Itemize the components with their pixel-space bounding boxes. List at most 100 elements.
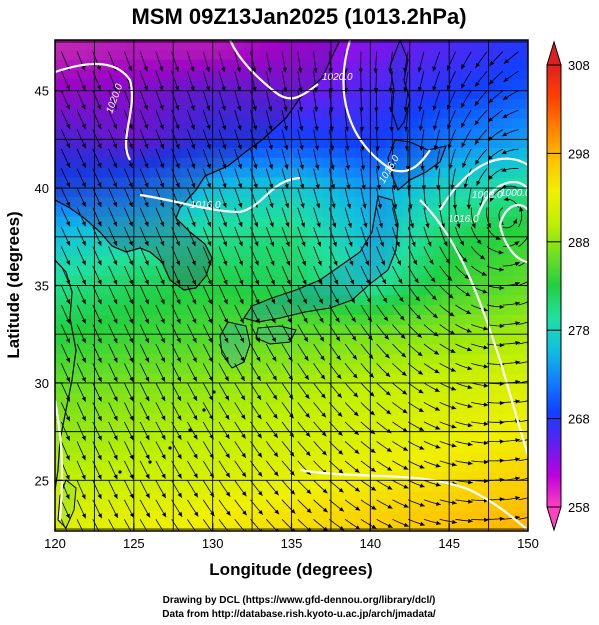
field-cell xyxy=(323,118,332,129)
field-cell xyxy=(291,403,300,414)
arrow-head xyxy=(283,106,288,112)
field-cell xyxy=(173,226,182,237)
field-cell xyxy=(386,462,395,473)
arrow-head xyxy=(467,442,473,447)
arrow-head xyxy=(191,221,196,227)
field-cell xyxy=(457,187,466,198)
field-cell xyxy=(259,442,269,454)
arrow-head xyxy=(112,104,117,110)
field-cell xyxy=(181,236,190,247)
arrow-head xyxy=(300,222,305,228)
arrow-head xyxy=(273,471,279,477)
field-cell xyxy=(512,256,521,267)
field-cell xyxy=(244,442,253,454)
arrow-head xyxy=(338,487,344,493)
arrow-head xyxy=(224,376,229,382)
field-cell xyxy=(181,79,190,90)
field-cell xyxy=(354,452,364,463)
field-cell xyxy=(386,422,395,434)
field-cell xyxy=(520,118,528,129)
field-cell xyxy=(291,383,300,395)
field-cell xyxy=(330,305,340,316)
field-cell xyxy=(181,148,190,159)
field-cell xyxy=(378,442,387,454)
arrow-head xyxy=(97,416,102,421)
arrow-head xyxy=(255,337,260,343)
field-cell xyxy=(220,89,230,100)
field-cell xyxy=(157,49,166,61)
field-cell xyxy=(370,354,379,365)
field-cell xyxy=(449,187,458,198)
credit-line-2: Data from http://database.rish.kyoto-u.a… xyxy=(162,609,436,620)
arrow-head xyxy=(466,328,472,333)
field-cell xyxy=(457,393,466,404)
field-cell xyxy=(464,118,474,129)
field-cell xyxy=(464,40,474,51)
field-cell xyxy=(236,79,245,90)
field-cell xyxy=(189,344,198,355)
field-cell xyxy=(370,491,379,503)
field-cell xyxy=(259,256,269,267)
arrow-head xyxy=(222,163,227,169)
field-cell xyxy=(157,491,166,503)
field-cell xyxy=(236,393,245,404)
field-cell xyxy=(480,364,490,375)
arrow-head xyxy=(514,281,520,286)
field-cell xyxy=(449,256,458,267)
field-cell xyxy=(386,334,395,346)
field-cell xyxy=(102,521,111,531)
field-cell xyxy=(141,472,151,483)
field-cell xyxy=(291,265,300,277)
field-cell xyxy=(125,344,135,355)
field-cell xyxy=(86,187,96,198)
field-cell xyxy=(244,521,253,531)
field-cell xyxy=(118,403,127,414)
field-cell xyxy=(165,432,174,444)
field-cell xyxy=(496,98,505,110)
field-cell xyxy=(252,157,261,169)
arrow-head xyxy=(465,292,471,297)
field-cell xyxy=(307,275,316,287)
field-cell xyxy=(189,491,198,503)
field-cell xyxy=(133,206,143,218)
field-cell xyxy=(236,403,245,414)
field-cell xyxy=(441,491,450,503)
field-cell xyxy=(504,403,513,414)
field-cell xyxy=(354,187,364,198)
field-cell xyxy=(189,452,198,463)
field-cell xyxy=(323,285,332,296)
arrow-head xyxy=(128,66,133,72)
field-cell xyxy=(362,177,371,188)
streamline xyxy=(518,235,528,247)
arrow-head xyxy=(387,523,393,528)
field-cell xyxy=(181,98,190,110)
field-cell xyxy=(244,393,253,404)
field-cell xyxy=(157,432,166,444)
contour-label: 1020.0 xyxy=(322,72,353,83)
field-cell xyxy=(275,324,285,336)
arrow-head xyxy=(207,260,212,266)
arrow-head xyxy=(430,277,436,283)
field-cell xyxy=(165,472,174,483)
field-cell xyxy=(62,265,72,277)
field-cell xyxy=(55,285,64,296)
field-cell xyxy=(425,511,434,522)
x-tick-label: 125 xyxy=(123,536,145,551)
field-cell xyxy=(157,128,166,139)
arrow-head xyxy=(145,512,150,518)
field-cell xyxy=(472,393,482,404)
field-cell xyxy=(441,206,450,218)
arrow-head xyxy=(503,77,509,82)
field-cell xyxy=(165,256,174,267)
field-cell xyxy=(125,481,135,493)
field-cell xyxy=(354,383,364,395)
field-cell xyxy=(55,295,64,306)
field-cell xyxy=(449,472,458,483)
field-cell xyxy=(118,148,127,159)
field-cell xyxy=(125,413,135,424)
arrow-head xyxy=(317,260,322,266)
field-cell xyxy=(362,187,371,198)
field-cell xyxy=(472,472,482,483)
field-cell xyxy=(449,511,458,522)
field-cell xyxy=(62,501,72,512)
